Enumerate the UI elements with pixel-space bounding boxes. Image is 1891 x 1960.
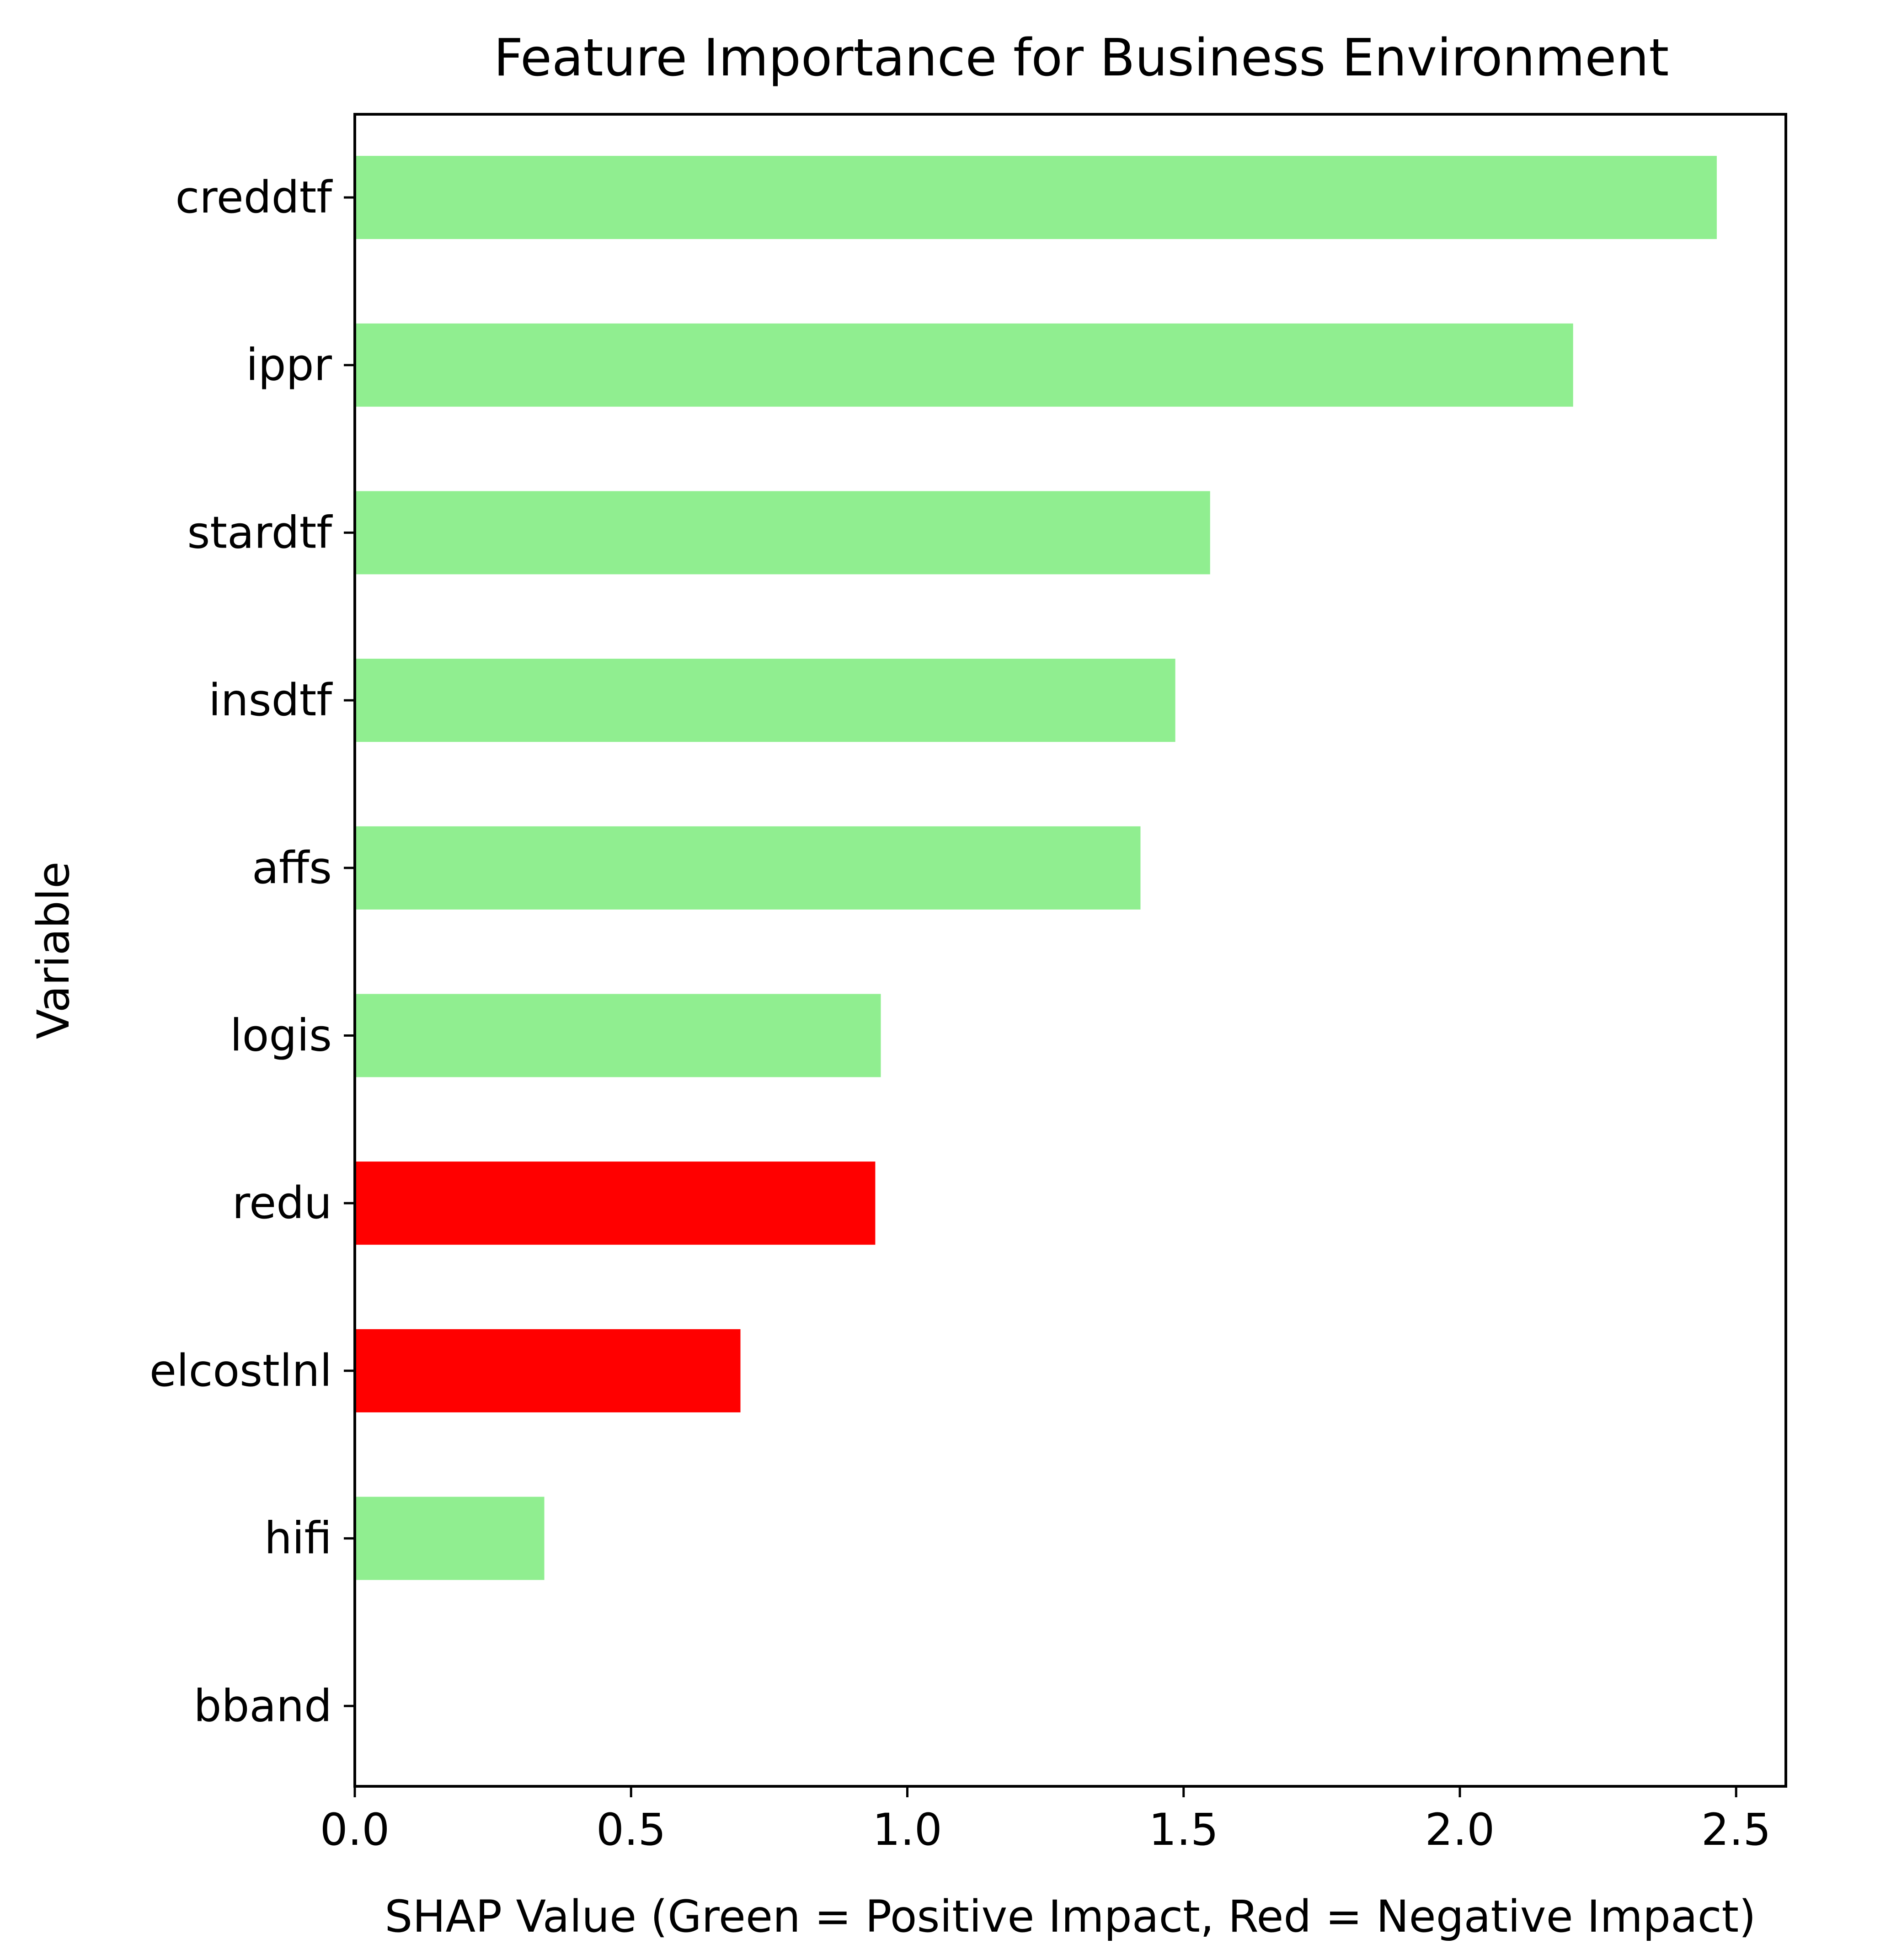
x-tick-label-1.0: 1.0	[872, 1804, 942, 1855]
y-tick-label-stardtf: stardtf	[187, 507, 333, 558]
bar-creddtf	[355, 156, 1717, 239]
x-tick-label-0.0: 0.0	[320, 1804, 390, 1855]
chart-title: Feature Importance for Business Environm…	[494, 28, 1669, 88]
y-tick-label-redu: redu	[232, 1177, 332, 1229]
x-axis-label: SHAP Value (Green = Positive Impact, Red…	[385, 1891, 1756, 1942]
bar-affs	[355, 826, 1141, 910]
bar-redu	[355, 1161, 876, 1245]
y-tick-label-creddtf: creddtf	[175, 172, 333, 223]
x-tick-label-0.5: 0.5	[596, 1804, 666, 1855]
bars-group	[355, 156, 1717, 1580]
y-tick-label-affs: affs	[252, 842, 332, 894]
y-tick-label-hifi: hifi	[264, 1513, 332, 1564]
bar-ippr	[355, 323, 1573, 407]
x-tick-label-1.5: 1.5	[1148, 1804, 1218, 1855]
y-tick-label-ippr: ippr	[246, 340, 332, 391]
x-tick-label-2.5: 2.5	[1701, 1804, 1771, 1855]
y-tick-label-bband: bband	[194, 1680, 332, 1731]
bar-insdtf	[355, 659, 1175, 742]
y-tick-label-insdtf: insdtf	[208, 675, 333, 726]
bar-logis	[355, 994, 881, 1077]
bar-elcostlnl	[355, 1329, 741, 1412]
y-tick-label-logis: logis	[230, 1010, 332, 1061]
bar-stardtf	[355, 491, 1210, 575]
x-tick-label-2.0: 2.0	[1425, 1804, 1495, 1855]
y-tick-label-elcostlnl: elcostlnl	[150, 1345, 332, 1396]
y-axis-label: Variable	[28, 862, 79, 1039]
y-axis-ticks: creddtf ippr stardtf insdtf affs logis redu elc…	[150, 172, 355, 1731]
x-axis-ticks: 0.0 0.5 1.0 1.5 2.0 2.5	[320, 1786, 1771, 1855]
bar-hifi	[355, 1497, 545, 1580]
plot-frame	[353, 113, 1787, 1788]
